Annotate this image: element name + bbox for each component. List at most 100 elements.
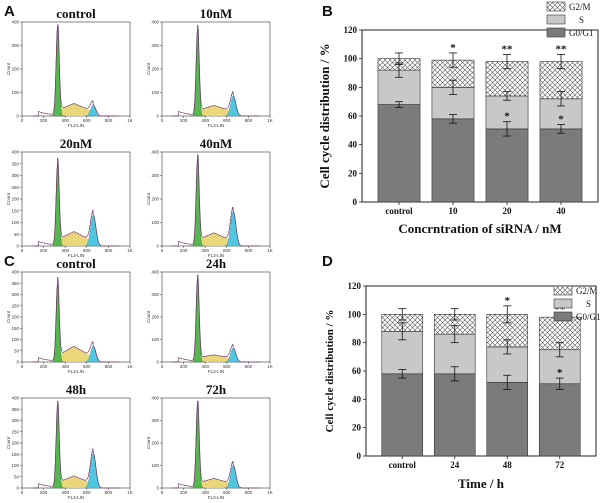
histogram-ytick-label: 200 <box>11 441 19 446</box>
histogram-ytick-label: 0 <box>16 244 19 249</box>
histogram-s-phase-area <box>193 105 238 116</box>
y-axis-label: Cell cycle distribution / % <box>324 310 336 433</box>
histogram-ytick-label: 50 <box>14 232 20 237</box>
histogram-ytick-label: 0 <box>16 360 19 365</box>
bar-g0g1 <box>539 128 583 203</box>
histogram-xtick-label: 400 <box>61 490 69 495</box>
y-tick-label: 100 <box>344 54 358 64</box>
histogram-xlabel: FL3-LIN <box>208 369 224 374</box>
histogram-xlabel: FL3-LIN <box>68 253 84 258</box>
histogram-raw-trace <box>172 274 260 363</box>
histogram-ytick-label: 200 <box>151 67 159 72</box>
histogram-xtick-label: 800 <box>245 118 253 123</box>
significance-star: * <box>505 295 511 307</box>
histogram-title: 48h <box>66 382 87 397</box>
histogram-s-phase-area <box>53 103 98 116</box>
x-tick-label: 10 <box>449 206 459 216</box>
histogram-s-phase-area <box>193 478 238 488</box>
histogram-title: 10nM <box>200 6 233 21</box>
y-axis-label: Cell cycle distribution / % <box>317 43 332 188</box>
histogram-xtick-label: 1K <box>127 364 133 369</box>
histogram-xtick-label: 200 <box>40 490 48 495</box>
histogram-ytick-label: 400 <box>151 150 159 155</box>
histogram-ytick-label: 200 <box>11 315 19 320</box>
y-tick-label: 20 <box>348 168 358 178</box>
histogram-ylabel: Count <box>6 62 11 75</box>
histogram-ylabel: Count <box>146 192 151 205</box>
histogram-xtick-label: 400 <box>61 118 69 123</box>
histogram-ytick-label: 350 <box>11 407 19 412</box>
histogram-ytick-label: 300 <box>151 292 159 297</box>
y-tick-label: 80 <box>352 338 362 348</box>
histogram-xtick-label: 400 <box>201 118 209 123</box>
histogram-xtick-label: 1K <box>127 248 133 253</box>
histogram-xtick-label: 200 <box>180 248 188 253</box>
histogram-ylabel: Count <box>146 436 151 449</box>
histogram-ytick-label: 400 <box>151 396 159 401</box>
histogram-frame <box>21 397 131 489</box>
histogram-c-3: 72h Count FL3-LIN 0 100 200 300 400 0 200 400 600 80… <box>146 382 273 500</box>
histogram-ytick-label: 300 <box>151 43 159 48</box>
histogram-xlabel: FL3-LIN <box>68 495 84 500</box>
histogram-xtick-label: 0 <box>21 364 24 369</box>
legend-label: S <box>579 15 584 25</box>
histogram-xtick-label: 0 <box>161 364 164 369</box>
histogram-title: control <box>56 6 96 21</box>
panel-label-a: A <box>4 3 15 20</box>
histogram-g1-peak <box>190 158 206 247</box>
histogram-xtick-label: 800 <box>245 248 253 253</box>
histogram-raw-trace <box>32 157 120 247</box>
histogram-ytick-label: 100 <box>151 463 159 468</box>
y-tick-label: 20 <box>352 423 362 433</box>
histogram-frame <box>161 151 271 247</box>
significance-star: ** <box>554 303 566 315</box>
histogram-ytick-label: 200 <box>11 67 19 72</box>
bar-chart-d: 0 20 40 60 80 100 120 Cell cycle distribution /… <box>324 281 601 491</box>
histogram-frame <box>21 21 131 117</box>
histogram-ytick-label: 250 <box>11 303 19 308</box>
y-tick-label: 120 <box>344 25 358 35</box>
histogram-c-2: 48h Count FL3-LIN 0 50 100 150 200 250 300 350 400 0… <box>6 382 133 500</box>
histogram-raw-trace <box>172 400 260 489</box>
histogram-title: 20nM <box>60 136 93 151</box>
histogram-ylabel: Count <box>146 310 151 323</box>
histogram-xtick-label: 0 <box>21 490 24 495</box>
histogram-xtick-label: 400 <box>61 364 69 369</box>
legend-label: G0/G1 <box>569 28 594 38</box>
histogram-ytick-label: 400 <box>11 270 19 275</box>
histogram-frame <box>21 271 131 363</box>
histogram-xtick-label: 200 <box>180 364 188 369</box>
histogram-ytick-label: 0 <box>16 486 19 491</box>
histogram-layer: control Count FL3-LIN 0 100 200 300 400 0 200 400 6… <box>6 6 273 500</box>
bar-g0g1 <box>431 118 475 203</box>
histogram-xtick-label: 800 <box>105 364 113 369</box>
histogram-ytick-label: 300 <box>151 173 159 178</box>
histogram-ytick-label: 100 <box>151 337 159 342</box>
histogram-raw-trace <box>172 24 260 117</box>
x-tick-label: 48 <box>503 460 513 470</box>
histogram-ylabel: Count <box>6 436 11 449</box>
histogram-ylabel: Count <box>146 62 151 75</box>
histogram-xlabel: FL3-LIN <box>208 253 224 258</box>
x-tick-label: 40 <box>557 206 567 216</box>
histogram-xtick-label: 1K <box>127 118 133 123</box>
histogram-frame <box>161 397 271 489</box>
histogram-ytick-label: 300 <box>11 418 19 423</box>
histogram-ytick-label: 50 <box>14 348 20 353</box>
significance-star: * <box>450 42 456 54</box>
histogram-xtick-label: 800 <box>245 364 253 369</box>
histogram-ytick-label: 400 <box>151 270 159 275</box>
histogram-ytick-label: 200 <box>151 197 159 202</box>
histogram-xtick-label: 600 <box>223 248 231 253</box>
histogram-xtick-label: 400 <box>201 364 209 369</box>
histogram-xlabel: FL3-LIN <box>68 123 84 128</box>
significance-star-g1: * <box>557 367 563 379</box>
histogram-ylabel: Count <box>6 192 11 205</box>
histogram-xtick-label: 600 <box>223 490 231 495</box>
histogram-ytick-label: 0 <box>156 244 159 249</box>
histogram-xtick-label: 800 <box>105 118 113 123</box>
x-tick-label: control <box>389 460 417 470</box>
histogram-ytick-label: 0 <box>16 114 19 119</box>
bar-g0g1 <box>486 382 529 457</box>
